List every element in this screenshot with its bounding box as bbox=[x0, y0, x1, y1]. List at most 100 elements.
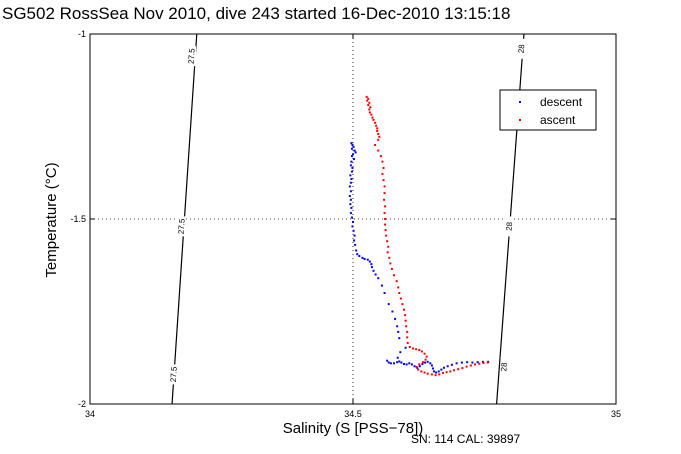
contour-label-bg bbox=[188, 46, 197, 67]
contour-label-bg bbox=[517, 38, 526, 59]
descent-point bbox=[396, 361, 399, 364]
ascent-point bbox=[406, 330, 409, 333]
ascent-point bbox=[425, 355, 428, 358]
descent-point bbox=[383, 292, 386, 294]
serial-calibration-note: SN: 114 CAL: 39897 bbox=[411, 432, 521, 446]
ascent-point bbox=[452, 369, 455, 372]
ascent-point bbox=[366, 99, 369, 102]
ascent-point bbox=[411, 347, 414, 350]
ascent-point bbox=[369, 106, 372, 109]
ascent-point bbox=[372, 118, 375, 121]
descent-point bbox=[349, 164, 352, 167]
descent-point bbox=[374, 273, 377, 276]
ascent-point bbox=[408, 346, 411, 349]
descent-point bbox=[352, 145, 355, 148]
descent-point bbox=[358, 255, 361, 257]
ascent-point bbox=[377, 149, 380, 152]
descent-point bbox=[361, 256, 364, 259]
ascent-point bbox=[418, 363, 421, 366]
ascent-point bbox=[383, 212, 386, 215]
ascent-point bbox=[415, 348, 418, 351]
ascent-point bbox=[368, 101, 371, 104]
descent-point bbox=[418, 365, 421, 368]
ascent-point bbox=[367, 97, 370, 100]
ascent-point bbox=[405, 325, 408, 328]
chart-title: SG502 RossSea Nov 2010, dive 243 started… bbox=[2, 4, 510, 23]
ascent-point bbox=[461, 367, 464, 370]
descent-point bbox=[380, 284, 383, 287]
descent-point bbox=[393, 362, 396, 365]
ascent-point bbox=[404, 319, 407, 322]
descent-point bbox=[396, 356, 399, 359]
contour-label-bg bbox=[505, 216, 514, 237]
descent-point bbox=[405, 363, 408, 366]
descent-point bbox=[389, 362, 392, 365]
descent-point bbox=[471, 361, 474, 364]
descent-point bbox=[354, 151, 357, 154]
descent-point bbox=[403, 363, 406, 366]
descent-point bbox=[350, 155, 353, 158]
descent-point bbox=[351, 225, 354, 228]
descent-point bbox=[351, 144, 354, 146]
descent-point bbox=[363, 257, 366, 260]
ascent-point bbox=[424, 358, 427, 361]
descent-point bbox=[349, 181, 352, 184]
descent-point bbox=[386, 359, 389, 362]
descent-point bbox=[440, 368, 443, 371]
ascent-point bbox=[386, 240, 389, 243]
descent-point bbox=[435, 371, 438, 374]
ascent-point bbox=[397, 286, 400, 289]
descent-point bbox=[349, 174, 352, 177]
ascent-point bbox=[384, 229, 387, 232]
ascent-point bbox=[377, 138, 380, 141]
descent-point bbox=[424, 361, 427, 364]
ascent-point bbox=[381, 172, 384, 175]
x-tick-label: 34.5 bbox=[344, 409, 362, 419]
ascent-point bbox=[404, 314, 407, 317]
ascent-point bbox=[377, 132, 380, 135]
descent-point bbox=[370, 263, 373, 266]
descent-point bbox=[350, 216, 353, 219]
ascent-point bbox=[374, 144, 377, 146]
legend-label-ascent: ascent bbox=[540, 113, 576, 127]
ascent-point bbox=[385, 234, 388, 237]
y-tick-label: -1.5 bbox=[70, 214, 86, 224]
ascent-point bbox=[465, 365, 468, 368]
descent-point bbox=[348, 185, 351, 188]
contour-label-bg bbox=[170, 364, 179, 385]
ascent-point bbox=[365, 95, 368, 98]
descent-point bbox=[350, 147, 353, 150]
descent-point bbox=[350, 160, 353, 163]
descent-point bbox=[352, 229, 355, 232]
contour-label: 27.5 bbox=[169, 366, 179, 383]
descent-point bbox=[433, 370, 436, 373]
ascent-point bbox=[421, 361, 424, 364]
ascent-point bbox=[474, 363, 477, 366]
descent-point bbox=[353, 239, 356, 242]
descent-point bbox=[460, 361, 463, 364]
descent-point bbox=[368, 260, 371, 263]
contour-label: 28 bbox=[517, 43, 527, 53]
x-tick-label: 35 bbox=[611, 409, 621, 419]
x-axis-label: Salinity (S [PSS−78]) bbox=[283, 420, 423, 437]
ascent-point bbox=[386, 251, 389, 254]
ascent-point bbox=[379, 155, 382, 158]
descent-point bbox=[450, 363, 453, 366]
descent-point bbox=[398, 337, 401, 340]
ascent-point bbox=[403, 308, 406, 311]
ascent-point bbox=[417, 368, 420, 371]
ascent-point bbox=[387, 245, 390, 248]
ascent-point bbox=[371, 116, 374, 119]
ascent-point bbox=[401, 303, 404, 306]
ascent-point bbox=[376, 127, 379, 130]
ascent-point bbox=[382, 166, 385, 169]
descent-point bbox=[349, 198, 352, 201]
descent-point bbox=[481, 360, 484, 363]
descent-point bbox=[413, 365, 416, 368]
ascent-point bbox=[423, 371, 426, 374]
descent-point bbox=[426, 360, 429, 363]
y-axis-label: Temperature (°C) bbox=[43, 162, 60, 277]
descent-point bbox=[442, 366, 445, 369]
contour-label-bg bbox=[178, 216, 187, 237]
ascent-point bbox=[441, 371, 444, 374]
